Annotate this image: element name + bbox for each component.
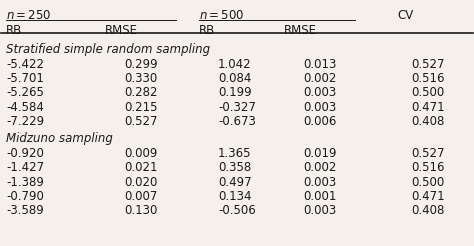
Text: -5.422: -5.422 [6, 58, 44, 71]
Text: -7.229: -7.229 [6, 115, 44, 128]
Text: 0.001: 0.001 [303, 190, 337, 203]
Text: -4.584: -4.584 [6, 101, 44, 114]
Text: 0.330: 0.330 [124, 72, 157, 85]
Text: 0.003: 0.003 [303, 176, 336, 189]
Text: 0.134: 0.134 [218, 190, 252, 203]
Text: Stratified simple random sampling: Stratified simple random sampling [6, 43, 210, 56]
Text: 1.042: 1.042 [218, 58, 252, 71]
Text: 0.002: 0.002 [303, 72, 337, 85]
Text: Midzuno sampling: Midzuno sampling [6, 132, 113, 145]
Text: 0.527: 0.527 [411, 147, 445, 160]
Text: 0.282: 0.282 [124, 86, 157, 99]
Text: -0.506: -0.506 [218, 204, 256, 217]
Text: -3.589: -3.589 [6, 204, 44, 217]
Text: 0.471: 0.471 [411, 101, 445, 114]
Text: -0.327: -0.327 [218, 101, 256, 114]
Text: CV: CV [397, 9, 413, 22]
Text: 0.500: 0.500 [411, 176, 445, 189]
Text: 0.013: 0.013 [303, 58, 337, 71]
Text: -1.389: -1.389 [6, 176, 44, 189]
Text: 0.003: 0.003 [303, 101, 336, 114]
Text: 0.497: 0.497 [218, 176, 252, 189]
Text: 0.084: 0.084 [218, 72, 252, 85]
Text: 0.358: 0.358 [218, 161, 251, 174]
Text: -5.701: -5.701 [6, 72, 44, 85]
Text: 0.471: 0.471 [411, 190, 445, 203]
Text: RB: RB [199, 24, 216, 37]
Text: 0.009: 0.009 [124, 147, 157, 160]
Text: 0.516: 0.516 [411, 161, 445, 174]
Text: 0.002: 0.002 [303, 161, 337, 174]
Text: 0.199: 0.199 [218, 86, 252, 99]
Text: $n = 250$: $n = 250$ [6, 9, 52, 22]
Text: RMSE: RMSE [284, 24, 317, 37]
Text: 0.020: 0.020 [124, 176, 157, 189]
Text: 0.130: 0.130 [124, 204, 157, 217]
Text: RB: RB [6, 24, 22, 37]
Text: -5.265: -5.265 [6, 86, 44, 99]
Text: 0.299: 0.299 [124, 58, 157, 71]
Text: 0.527: 0.527 [124, 115, 157, 128]
Text: 0.215: 0.215 [124, 101, 157, 114]
Text: -0.673: -0.673 [218, 115, 256, 128]
Text: RMSE: RMSE [105, 24, 138, 37]
Text: 0.516: 0.516 [411, 72, 445, 85]
Text: 0.408: 0.408 [411, 115, 445, 128]
Text: 0.408: 0.408 [411, 204, 445, 217]
Text: 0.527: 0.527 [411, 58, 445, 71]
Text: 0.500: 0.500 [411, 86, 445, 99]
Text: 0.003: 0.003 [303, 86, 336, 99]
Text: $n = 500$: $n = 500$ [199, 9, 245, 22]
Text: -0.790: -0.790 [6, 190, 44, 203]
Text: -1.427: -1.427 [6, 161, 44, 174]
Text: 0.021: 0.021 [124, 161, 157, 174]
Text: -0.920: -0.920 [6, 147, 44, 160]
Text: 0.007: 0.007 [124, 190, 157, 203]
Text: 1.365: 1.365 [218, 147, 252, 160]
Text: 0.019: 0.019 [303, 147, 337, 160]
Text: 0.006: 0.006 [303, 115, 337, 128]
Text: 0.003: 0.003 [303, 204, 336, 217]
